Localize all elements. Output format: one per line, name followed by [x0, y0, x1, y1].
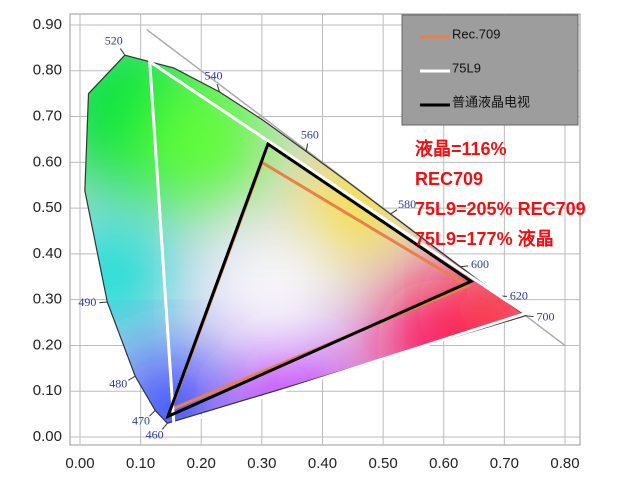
y-tick-label: 0.70 [33, 108, 62, 125]
wavelength-tick [305, 143, 309, 152]
y-tick-label: 0.50 [33, 199, 62, 216]
wavelength-label: 470 [132, 413, 150, 427]
y-tick-label: 0.30 [33, 291, 62, 308]
wavelength-label: 580 [398, 197, 416, 211]
wavelength-label: 560 [301, 127, 319, 141]
wavelength-tick [149, 410, 156, 417]
x-tick-label: 0.80 [550, 455, 579, 472]
x-tick-label: 0.10 [126, 455, 155, 472]
wavelength-label: 480 [109, 376, 127, 390]
legend-label: 75L9 [452, 60, 481, 75]
wavelength-tick [525, 315, 534, 318]
wavelength-label: 620 [510, 288, 528, 302]
color-blob [214, 230, 334, 351]
wavelength-label: 460 [146, 427, 164, 441]
gamut-triangle [148, 58, 530, 428]
y-tick-label: 0.90 [33, 16, 62, 33]
legend-label: Rec.709 [452, 26, 500, 41]
annotation: 75L9=177% 液晶 [415, 228, 554, 249]
plot-frame [69, 13, 581, 446]
legend-label: 普通液晶电视 [452, 94, 530, 109]
color-blob [84, 216, 171, 337]
y-tick-label: 0.80 [33, 62, 62, 79]
wavelength-label: 490 [78, 295, 96, 309]
y-tick-label: 0.00 [33, 428, 62, 445]
wavelength-tick [460, 265, 469, 268]
x-tick-label: 0.30 [247, 455, 276, 472]
wavelength-tick [119, 48, 126, 56]
x-tick-label: 0.20 [187, 455, 216, 472]
gamut-triangle [165, 141, 475, 420]
wavelength-label: 520 [105, 34, 123, 48]
y-tick-label: 0.20 [33, 336, 62, 353]
wavelength-tick [390, 209, 398, 215]
wavelength-tick [99, 301, 108, 304]
annotation: REC709 [415, 169, 483, 189]
spectral-locus [84, 54, 527, 424]
x-tick-label: 0.50 [369, 455, 398, 472]
y-tick-label: 0.60 [33, 153, 62, 170]
wavelength-label: 600 [471, 257, 489, 271]
y-tick-label: 0.40 [33, 245, 62, 262]
wavelength-tick [161, 422, 168, 430]
wavelength-tick [216, 84, 220, 92]
x-tick-label: 0.60 [429, 455, 458, 472]
y-tick-label: 0.10 [33, 382, 62, 399]
wavelength-tick [128, 375, 136, 381]
color-blob [131, 69, 272, 210]
annotation: 液晶=116% [415, 138, 507, 159]
x-tick-label: 0.40 [308, 455, 337, 472]
x-tick-label: 0.70 [490, 455, 519, 472]
wavelength-label: 540 [204, 68, 222, 82]
wavelength-label: 700 [536, 309, 554, 323]
x-tick-label: 0.00 [65, 455, 94, 472]
legend: Rec.709 75L9 普通液晶电视 [401, 14, 579, 126]
annotation: 75L9=205% REC709 [415, 199, 586, 219]
